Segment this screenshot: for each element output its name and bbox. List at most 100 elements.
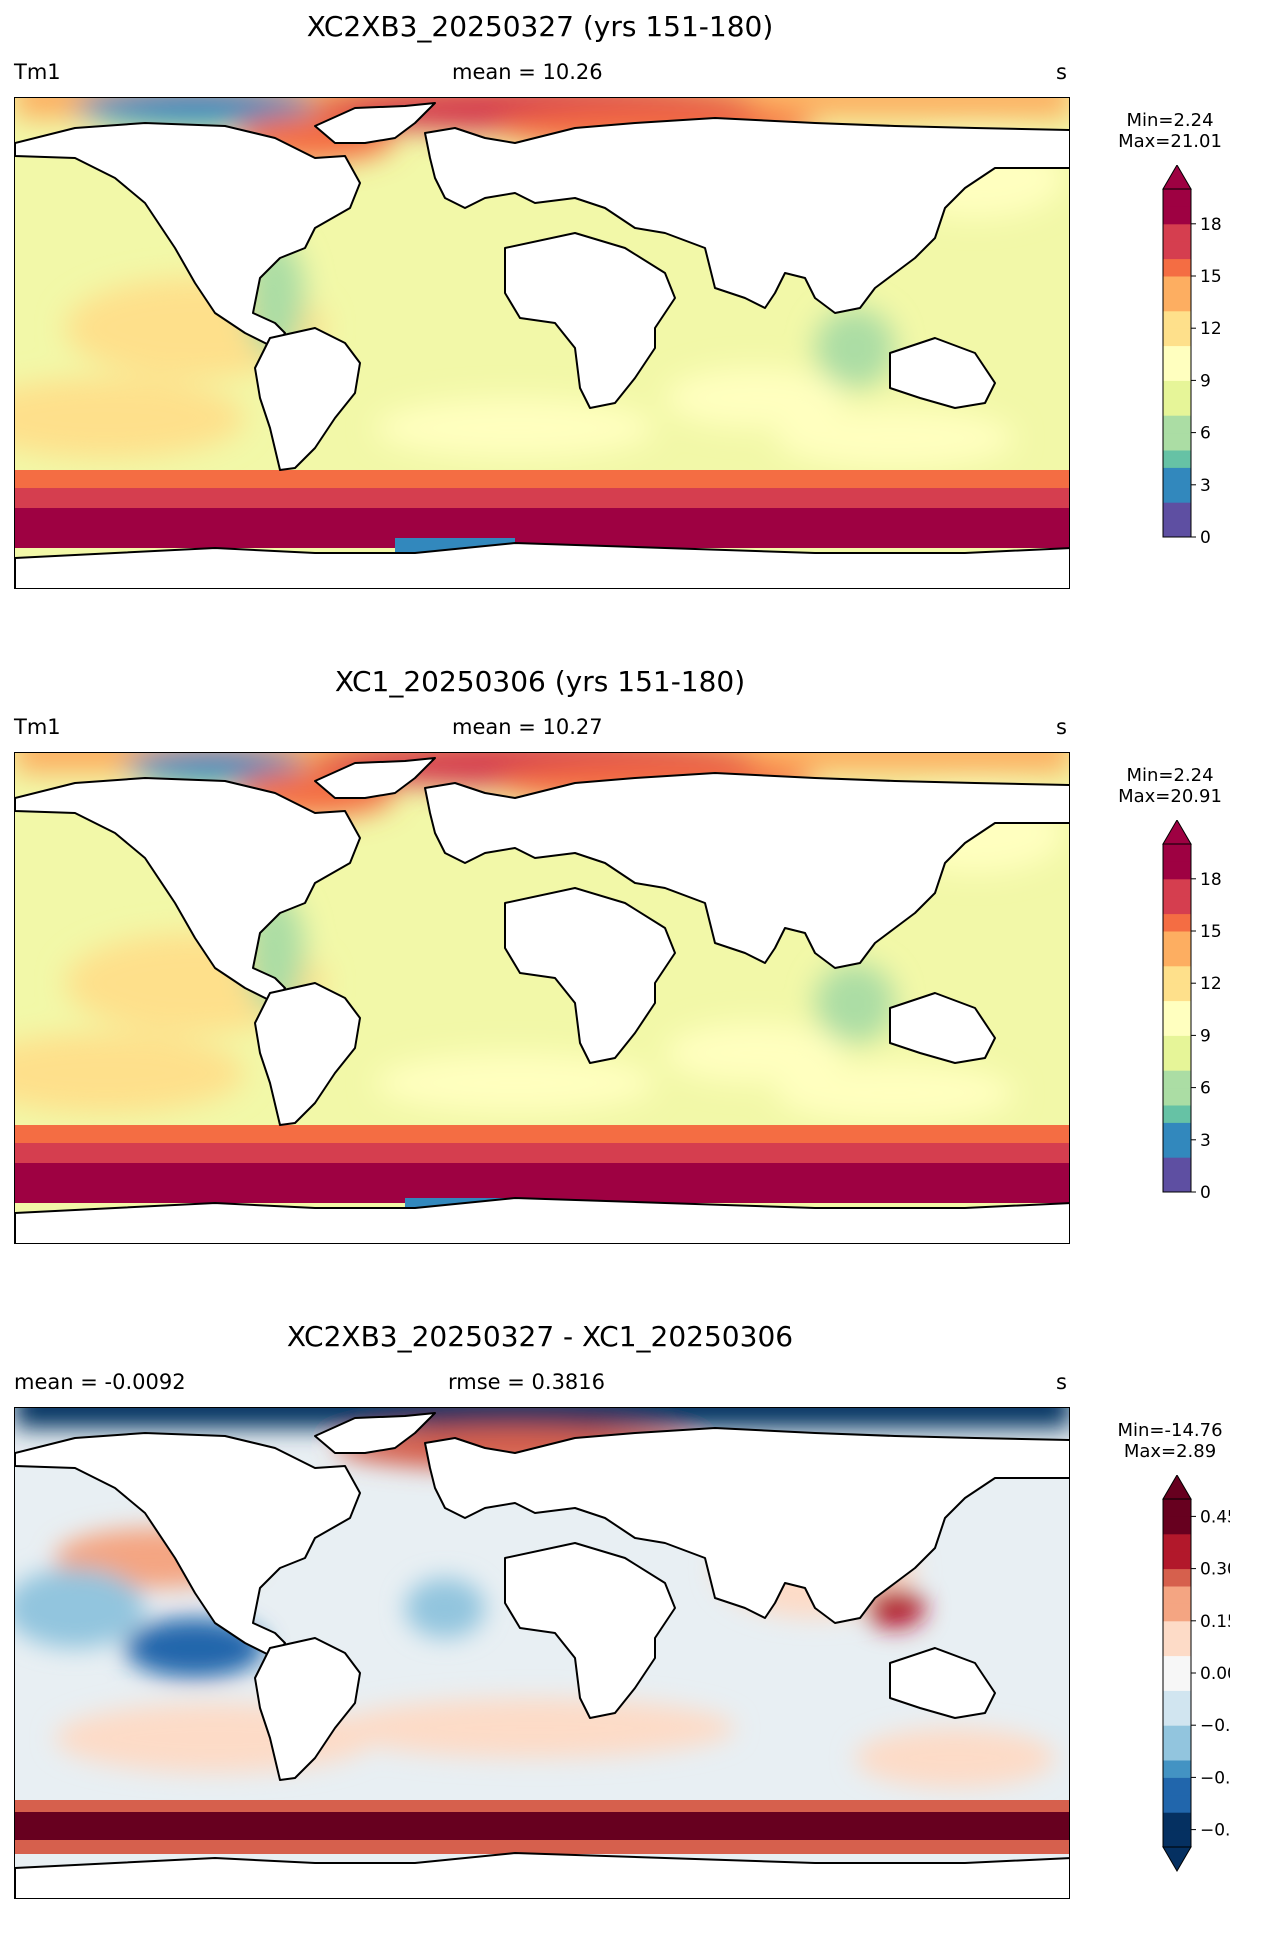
panel-2-colorbar: 0 3 6 9 12 15 18 [1162, 820, 1222, 1203]
colorbar-tick-label: 0 [1200, 1183, 1211, 1203]
colorbar-segment [1163, 276, 1191, 294]
colorbar-segment [1163, 1499, 1191, 1517]
panel-3-title: XC2XB3_20250327 - XC1_20250306 [286, 1320, 794, 1353]
colorbar-segment [1163, 965, 1191, 984]
colorbar-segment [1163, 1638, 1191, 1657]
colorbar-segment [1163, 484, 1191, 503]
colorbar-extend-max [1162, 165, 1192, 190]
colorbar-segment [1163, 241, 1191, 260]
colorbar-segment [1163, 1533, 1191, 1552]
colorbar-tick-label: −0.15 [1200, 1716, 1230, 1736]
panel-1-colorbar: 0 3 6 9 12 15 18 [1162, 165, 1222, 548]
colorbar-segment [1163, 913, 1191, 932]
panel-3-max-text: Max=2.89 [1123, 1441, 1217, 1462]
colorbar-segment [1163, 844, 1191, 862]
colorbar-segment [1163, 1794, 1191, 1813]
panel-3-mean-label: mean = -0.0092 [14, 1370, 186, 1394]
panel-1-title: XC2XB3_20250327 (yrs 151-180) [306, 10, 774, 43]
colorbar-segment [1163, 502, 1191, 521]
land-mask [15, 102, 1069, 588]
colorbar-segment [1163, 1052, 1191, 1071]
panel-2-minmax: Min=2.24 Max=20.91 [1100, 765, 1240, 807]
colorbar-segment [1163, 206, 1191, 225]
colorbar-segment [1163, 258, 1191, 277]
colorbar-segment [1163, 450, 1191, 468]
colorbar-segment [1163, 1018, 1191, 1036]
colorbar-tick-label: 15 [1200, 267, 1222, 287]
panel-2-mean-label: mean = 10.27 [452, 715, 603, 739]
colorbar-segment [1163, 1586, 1191, 1604]
colorbar-tick-label: 0.00 [1200, 1664, 1230, 1684]
panel-2-max-text: Max=20.91 [1118, 786, 1222, 807]
colorbar-segment [1163, 931, 1191, 949]
colorbar-segment [1163, 189, 1191, 207]
colorbar-segment [1163, 1829, 1191, 1848]
colorbar-segment [1163, 1105, 1191, 1123]
colorbar-segment [1163, 1812, 1191, 1831]
colorbar-segment [1163, 1122, 1191, 1141]
panel-3-min-text: Min=-14.76 [1117, 1420, 1223, 1441]
panel-1-units-label: s [1056, 60, 1067, 84]
colorbar-segment [1163, 1777, 1191, 1796]
panel-2-variable-label: Tm1 [14, 715, 61, 739]
colorbar-segment [1163, 380, 1191, 399]
colorbar-segment [1163, 310, 1191, 329]
colorbar-segment [1163, 397, 1191, 416]
colorbar-segment [1163, 1000, 1191, 1019]
colorbar-tick-label: 15 [1200, 922, 1222, 942]
colorbar-segment [1163, 467, 1191, 486]
colorbar-tick-label: 3 [1200, 1131, 1211, 1151]
panel-3-minmax: Min=-14.76 Max=2.89 [1100, 1420, 1240, 1462]
colorbar-tick-label: 18 [1200, 870, 1222, 890]
panel-3-colorbar: −0.45 −0.30 −0.15 0.00 0.15 0.30 0.45 [1162, 1475, 1230, 1872]
colorbar-segment [1163, 1070, 1191, 1089]
colorbar-extend-max [1162, 1475, 1192, 1500]
colorbar-tick-label: 6 [1200, 1079, 1211, 1099]
colorbar-segment [1163, 1620, 1191, 1639]
colorbar-segment [1163, 1690, 1191, 1709]
panel-3-rmse-label: rmse = 0.3816 [448, 1370, 606, 1394]
panel-1-minmax: Min=2.24 Max=21.01 [1100, 110, 1240, 152]
land-mask [15, 757, 1069, 1243]
colorbar-segment [1163, 948, 1191, 967]
colorbar-segment [1163, 432, 1191, 451]
colorbar-tick-label: 0 [1200, 528, 1211, 548]
colorbar-segment [1163, 345, 1191, 364]
colorbar-segment [1163, 519, 1191, 538]
colorbar-segment [1163, 328, 1191, 347]
colorbar-segment [1163, 1516, 1191, 1535]
colorbar-segment [1163, 1551, 1191, 1570]
colorbar-tick-label: 12 [1200, 319, 1222, 339]
panel-3-map [14, 1407, 1070, 1899]
colorbar-segment [1163, 1707, 1191, 1726]
colorbar-segment [1163, 878, 1191, 897]
panel-1-max-text: Max=21.01 [1118, 131, 1222, 152]
panel-2-title: XC1_20250306 (yrs 151-180) [334, 665, 746, 698]
colorbar-tick-label: −0.30 [1200, 1768, 1230, 1788]
colorbar-segment [1163, 896, 1191, 915]
colorbar-extend-min [1162, 1846, 1192, 1872]
colorbar-tick-label: 9 [1200, 371, 1211, 391]
panel-1-map [14, 97, 1070, 589]
panel-2-units-label: s [1056, 715, 1067, 739]
colorbar-tick-label: 18 [1200, 215, 1222, 235]
colorbar-segment [1163, 415, 1191, 434]
colorbar-frame [1162, 188, 1192, 538]
colorbar-tick-label: 0.15 [1200, 1612, 1230, 1632]
colorbar-segment [1163, 363, 1191, 381]
colorbar-tick-label: 6 [1200, 424, 1211, 444]
colorbar-segment [1163, 223, 1191, 242]
colorbar-tick-label: 0.45 [1200, 1507, 1230, 1527]
colorbar-segment [1163, 293, 1191, 312]
panel-1-min-text: Min=2.24 [1126, 110, 1214, 131]
panel-3-units-label: s [1056, 1370, 1067, 1394]
colorbar-segment [1163, 861, 1191, 880]
panel-1-mean-label: mean = 10.26 [452, 60, 603, 84]
colorbar-segment [1163, 1603, 1191, 1622]
land-mask [15, 1412, 1069, 1898]
colorbar-segment [1163, 983, 1191, 1002]
colorbar-segment [1163, 1725, 1191, 1744]
colorbar-segment [1163, 1174, 1191, 1193]
colorbar-segment [1163, 1139, 1191, 1158]
colorbar-segment [1163, 1035, 1191, 1054]
